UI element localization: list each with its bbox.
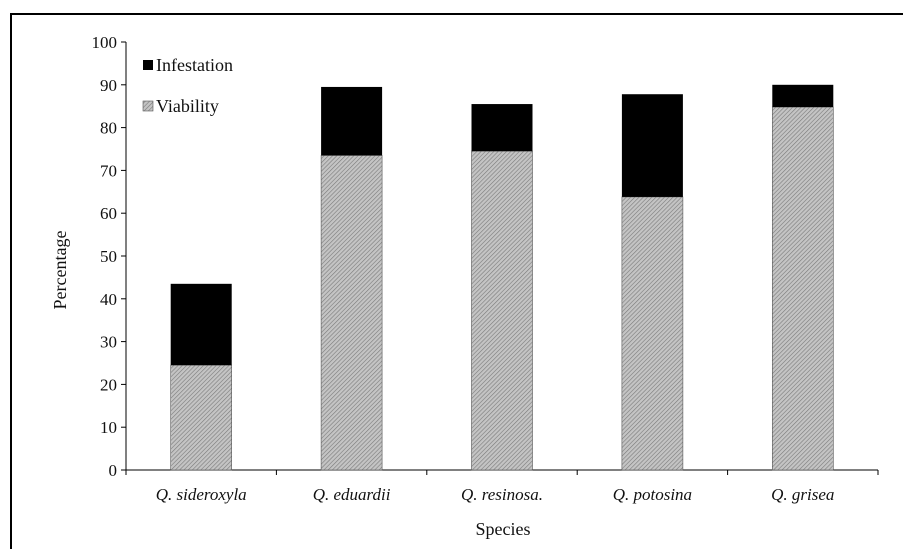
legend-label-viability: Viability <box>156 96 219 116</box>
bar-infestation <box>471 104 533 152</box>
x-tick-label: Q. resinosa. <box>461 485 543 504</box>
x-tick-label: Q. potosina <box>613 485 692 504</box>
bar-viability <box>320 155 383 471</box>
legend-label-infestation: Infestation <box>156 55 233 75</box>
y-tick-label: 0 <box>109 461 118 480</box>
y-tick-label: 50 <box>100 247 117 266</box>
x-axis-title: Species <box>476 519 531 539</box>
x-tick-labels: Q. sideroxyla Q. eduardii Q. resinosa. Q. p… <box>125 470 879 504</box>
y-tick-label: 60 <box>100 204 117 223</box>
legend-swatch-viability <box>142 100 154 112</box>
y-tick-label: 10 <box>100 418 117 437</box>
y-tick-label: 90 <box>100 76 117 95</box>
y-tick-label: 100 <box>92 33 118 52</box>
bar-infestation <box>170 283 232 366</box>
chart-frame <box>10 13 903 549</box>
y-tick-label: 40 <box>100 290 117 309</box>
bar-viability <box>471 150 533 471</box>
y-ticks: 0 10 20 30 40 50 60 70 80 90 100 <box>92 33 126 480</box>
bar-viability <box>771 106 834 471</box>
y-tick-label: 80 <box>100 119 117 138</box>
bar-infestation <box>772 84 834 108</box>
y-axis-title: Percentage <box>50 231 70 310</box>
y-tick-label: 30 <box>100 333 117 352</box>
y-tick-label: 20 <box>100 375 117 394</box>
bar-viability <box>621 196 684 471</box>
x-tick-label: Q. sideroxyla <box>156 485 247 504</box>
legend: Infestation Viability <box>142 55 233 116</box>
y-tick-label: 70 <box>100 161 117 180</box>
bar-viability <box>170 364 232 471</box>
x-tick-label: Q. eduardii <box>313 485 391 504</box>
bar-infestation <box>621 94 683 197</box>
x-tick-label: Q. grisea <box>771 485 834 504</box>
bars <box>170 84 834 471</box>
bar-infestation <box>321 86 383 156</box>
legend-swatch-infestation <box>143 60 153 70</box>
